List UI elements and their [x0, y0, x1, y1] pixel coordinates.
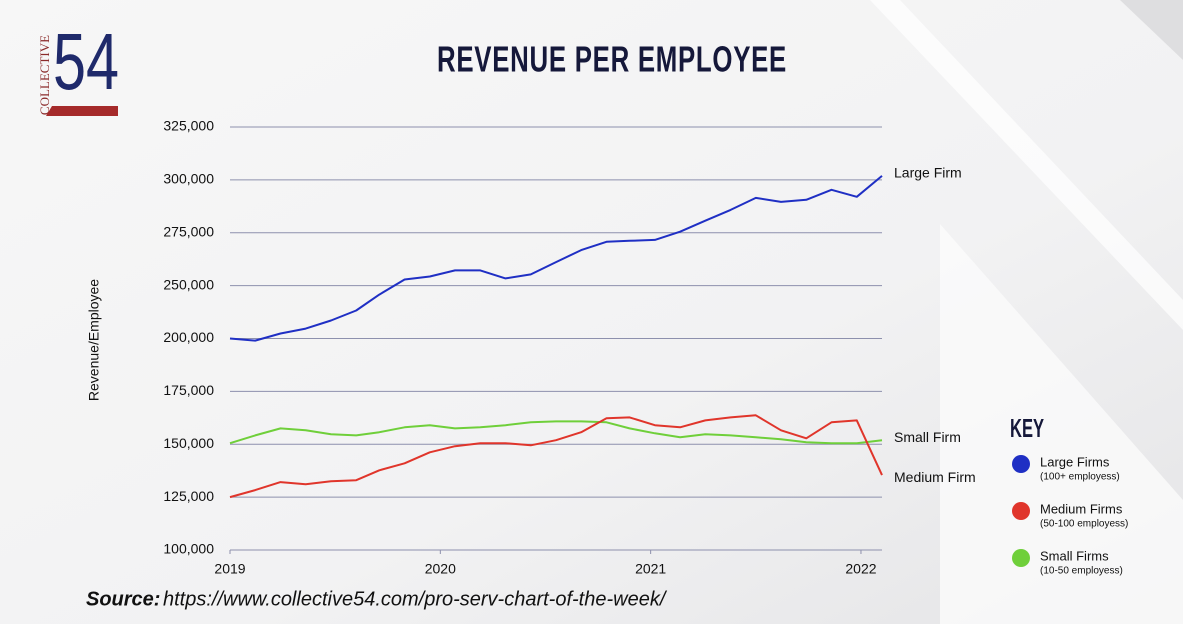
y-axis-label: Revenue/Employee — [86, 279, 102, 401]
logo-text: COLLECTIVE — [37, 35, 52, 115]
y-tick-label: 125,000 — [163, 488, 214, 504]
y-tick-label: 300,000 — [163, 171, 214, 187]
series-line — [229, 414, 883, 499]
key-label: Small Firms — [1040, 548, 1109, 563]
key-swatch — [1012, 549, 1030, 567]
y-tick-label: 275,000 — [163, 223, 214, 239]
series-line — [229, 420, 883, 445]
chart-title: REVENUE PER EMPLOYEE — [437, 39, 787, 80]
y-tick-label: 325,000 — [163, 118, 214, 134]
key-label: Large Firms — [1040, 454, 1110, 469]
y-tick-label: 200,000 — [163, 329, 214, 345]
series-line — [229, 175, 883, 342]
source-label: Source: — [86, 588, 160, 610]
bg-shape — [870, 0, 1183, 330]
y-tick-label: 150,000 — [163, 435, 214, 451]
key-swatch — [1012, 502, 1030, 520]
logo-bar — [46, 106, 118, 116]
key-note: (50-100 employess) — [1040, 519, 1128, 530]
key-swatch — [1012, 455, 1030, 473]
logo-number: 54 — [53, 17, 119, 106]
y-tick-label: 175,000 — [163, 382, 214, 398]
x-tick-label: 2021 — [635, 561, 666, 577]
bg-shape — [1120, 0, 1183, 60]
key-note: (10-50 employess) — [1040, 566, 1123, 577]
series-end-label: Medium Firm — [894, 469, 976, 485]
y-tick-label: 100,000 — [163, 541, 214, 557]
y-tick-label: 250,000 — [163, 276, 214, 292]
key-title: KEY — [1010, 413, 1044, 443]
source-url: https://www.collective54.com/pro-serv-ch… — [163, 588, 668, 610]
series-end-label: Small Firm — [894, 429, 961, 445]
x-tick-label: 2020 — [425, 561, 456, 577]
x-tick-label: 2019 — [214, 561, 245, 577]
x-tick-label: 2022 — [845, 561, 876, 577]
bg-shape — [940, 224, 1183, 624]
plot-area: 100,000 125,000 150,000 175,000 200,000 250,0… — [163, 118, 1128, 577]
series-end-label: Large Firm — [894, 165, 962, 181]
key-note: (100+ employess) — [1040, 472, 1120, 483]
key-label: Medium Firms — [1040, 501, 1123, 516]
